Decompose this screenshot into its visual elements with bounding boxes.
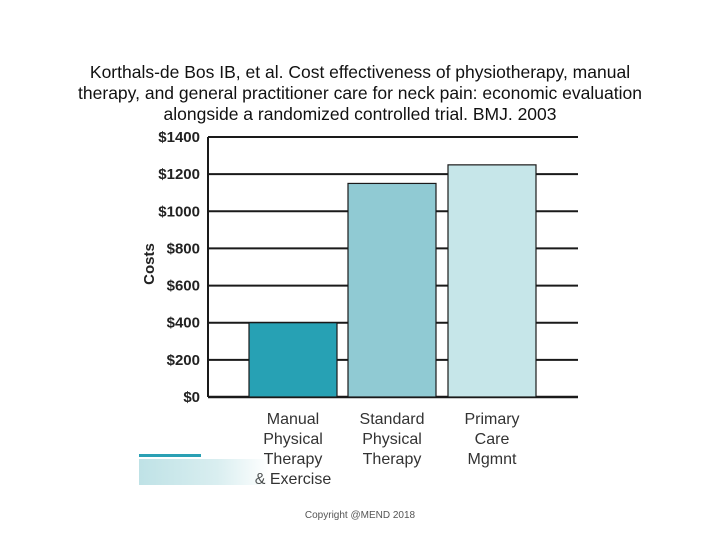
y-tick-label: $1200 xyxy=(158,166,200,183)
title-line-2: therapy, and general practitioner care f… xyxy=(78,83,642,103)
y-tick-label: $0 xyxy=(183,389,200,406)
bar xyxy=(248,322,338,398)
y-tick-label: $1000 xyxy=(158,203,200,220)
category-label: Physical xyxy=(263,431,323,448)
category-label: Physical xyxy=(362,431,422,448)
category-label: Therapy xyxy=(264,451,323,468)
bar-layer xyxy=(248,164,537,398)
category-label-layer: Manual Physical Therapy & Exercise Standard P… xyxy=(255,411,520,488)
y-axis-label: Costs xyxy=(141,243,158,285)
category-label: Standard xyxy=(360,411,425,428)
y-tick-label: $400 xyxy=(167,315,200,332)
category-label: & Exercise xyxy=(255,471,332,488)
y-tick-label: $800 xyxy=(167,240,200,257)
y-tick-layer: $0 $200 $400 $600 $800 $1000 $1200 $1400 xyxy=(158,129,200,406)
category-label: Primary xyxy=(464,411,519,428)
copyright-text: Copyright @MEND 2018 xyxy=(304,510,416,521)
category-label: Care xyxy=(475,431,510,448)
y-tick-label: $200 xyxy=(167,352,200,369)
bar xyxy=(347,182,437,398)
title-line-1: Korthals-de Bos IB, et al. Cost effectiv… xyxy=(89,62,631,82)
category-label: Therapy xyxy=(363,451,422,468)
legend-swatch xyxy=(139,459,269,485)
title-line-3: alongside a randomized controlled trial.… xyxy=(163,104,557,124)
y-tick-label: $1400 xyxy=(158,129,200,146)
category-label: Mgmnt xyxy=(468,451,517,468)
legend-line xyxy=(139,454,201,457)
y-tick-label: $600 xyxy=(167,278,200,295)
category-label: Manual xyxy=(267,411,319,428)
bar xyxy=(447,164,537,398)
chart-title: Korthals-de Bos IB, et al. Cost effectiv… xyxy=(20,62,700,125)
